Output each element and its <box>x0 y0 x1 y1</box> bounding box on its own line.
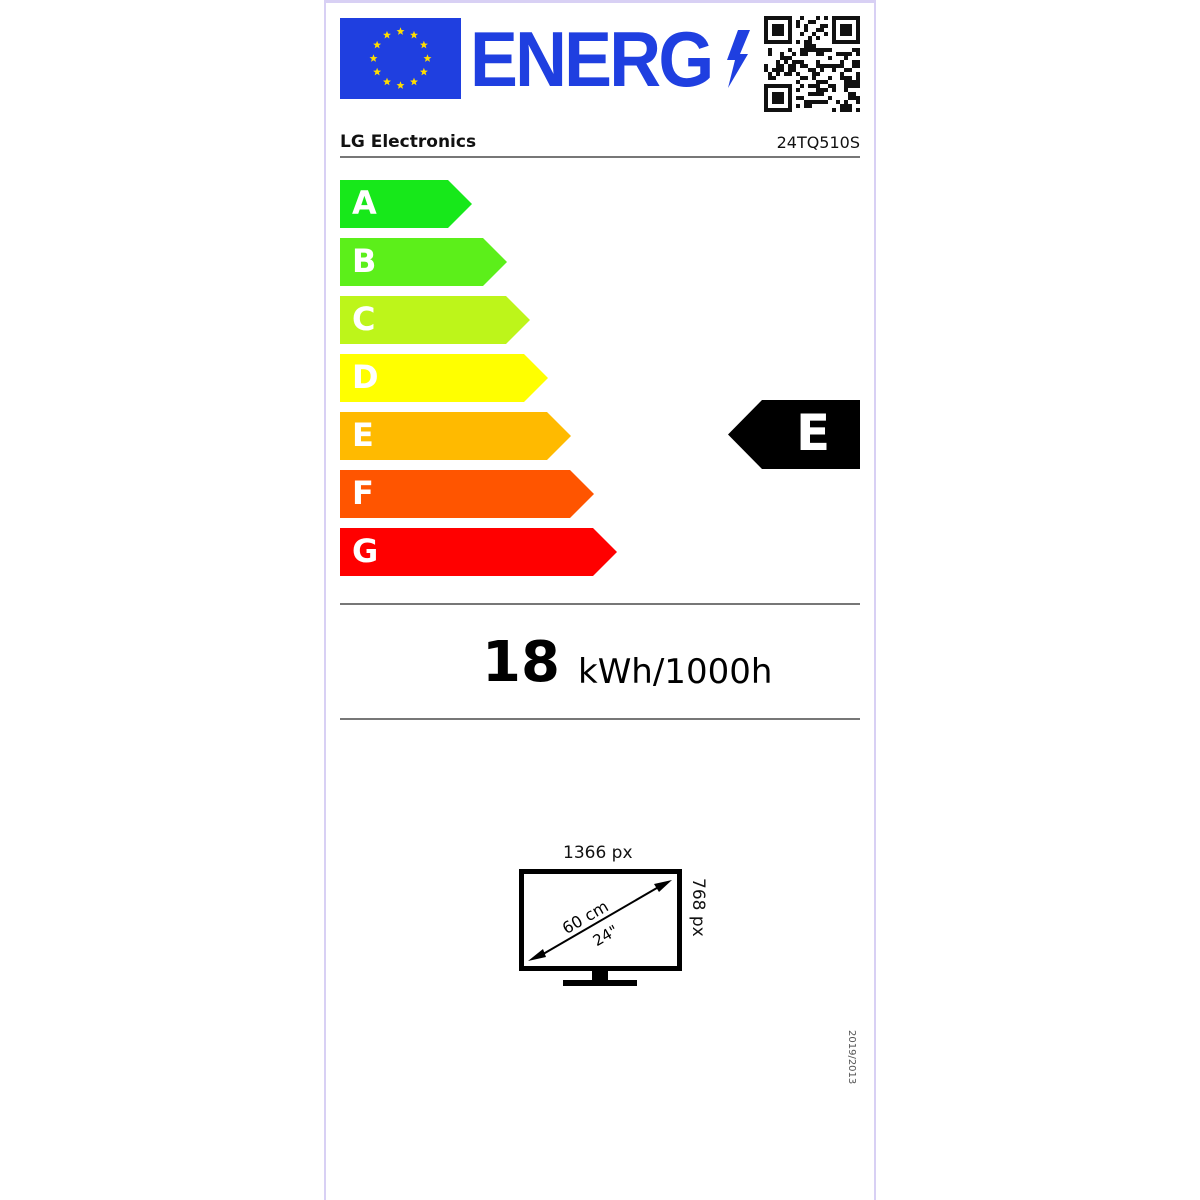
energy-class-bar-d: D <box>340 354 548 402</box>
model-identifier: 24TQ510S <box>776 133 860 152</box>
star-icon <box>410 77 418 86</box>
qr-code-icon[interactable] <box>764 16 860 112</box>
star-icon <box>396 27 405 35</box>
supplier-name: LG Electronics <box>340 132 477 152</box>
energy-class-bar-c: C <box>340 296 530 344</box>
regulation-number: 2019/2013 <box>846 1030 857 1085</box>
star-icon <box>383 77 391 86</box>
star-icon <box>383 30 391 39</box>
diagonal-inches: 24" <box>590 921 622 950</box>
star-icon <box>410 30 418 39</box>
resolution-width: 1366 px <box>563 843 633 863</box>
rating-indicator: E <box>728 400 860 469</box>
star-icon <box>373 67 382 76</box>
energy-class-bar-g: G <box>340 528 617 576</box>
resolution-height: 768 px <box>688 878 708 937</box>
divider <box>340 603 860 605</box>
star-icon <box>373 40 382 49</box>
star-icon <box>369 54 378 62</box>
lightning-icon <box>727 30 750 88</box>
rating-letter: E <box>796 404 831 462</box>
monitor-icon: 60 cm 24" <box>519 869 682 986</box>
energy-class-bar-a: A <box>340 180 472 228</box>
star-icon <box>419 40 428 49</box>
energy-class-letter: C <box>352 300 376 338</box>
energy-class-bar-f: F <box>340 470 594 518</box>
energy-consumption-value: 18 <box>482 630 560 695</box>
divider <box>340 718 860 720</box>
label-frame <box>324 0 876 1200</box>
star-icon <box>396 81 405 89</box>
divider <box>340 156 860 158</box>
star-icon <box>419 67 428 76</box>
energy-consumption-unit: kWh/1000h <box>578 652 773 692</box>
energy-class-letter: E <box>352 416 374 454</box>
energy-class-bar-b: B <box>340 238 507 286</box>
energy-class-letter: F <box>352 474 374 512</box>
eu-flag-icon <box>340 18 461 99</box>
energy-class-letter: B <box>352 242 377 280</box>
energy-class-bar-e: E <box>340 412 571 460</box>
energy-title: ENERG <box>470 15 714 103</box>
energy-class-letter: G <box>352 532 379 570</box>
star-icon <box>423 54 432 62</box>
energy-class-letter: D <box>352 358 379 396</box>
rating-indicator-arrow <box>728 400 860 469</box>
energy-class-letter: A <box>352 184 377 222</box>
